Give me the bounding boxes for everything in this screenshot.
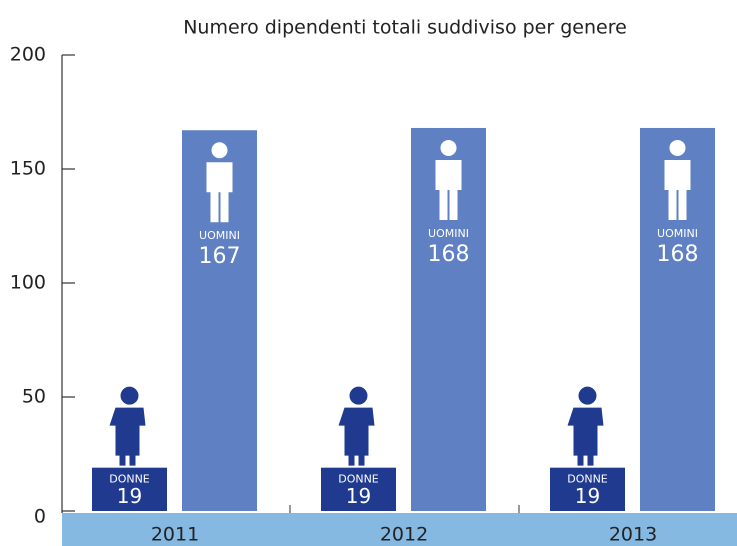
woman-icon [109,386,146,466]
series-label: DONNE [338,473,379,486]
value-label: 167 [199,244,241,269]
y-tick-label: 50 [22,386,46,408]
y-tick-label: 200 [10,44,46,66]
y-tick-label: 150 [10,158,46,180]
woman-icon [338,386,375,466]
y-tick-label: 0 [34,506,46,528]
x-tick-label: 2012 [380,524,428,546]
man-icon [664,139,691,220]
value-label: 168 [657,242,699,267]
bar [640,127,715,512]
value-label: 168 [428,242,470,267]
series-label: UOMINI [199,229,240,242]
x-tick-label: 2011 [151,524,199,546]
bar [411,127,486,512]
series-label: UOMINI [657,227,698,240]
bar [92,467,167,511]
x-tick-label: 2013 [609,524,657,546]
man-icon [435,139,462,220]
bar [182,130,257,512]
value-label: 19 [117,484,142,508]
chart-title: Numero dipendenti totali suddiviso per g… [183,17,627,39]
bar [550,467,625,511]
bar [321,467,396,511]
y-tick-label: 100 [10,272,46,294]
value-label: 19 [575,484,600,508]
value-label: 19 [346,484,371,508]
woman-icon [567,386,604,466]
series-label: DONNE [109,473,150,486]
series-label: UOMINI [428,227,469,240]
category-strip [62,513,737,546]
series-label: DONNE [567,473,608,486]
man-icon [206,142,233,223]
